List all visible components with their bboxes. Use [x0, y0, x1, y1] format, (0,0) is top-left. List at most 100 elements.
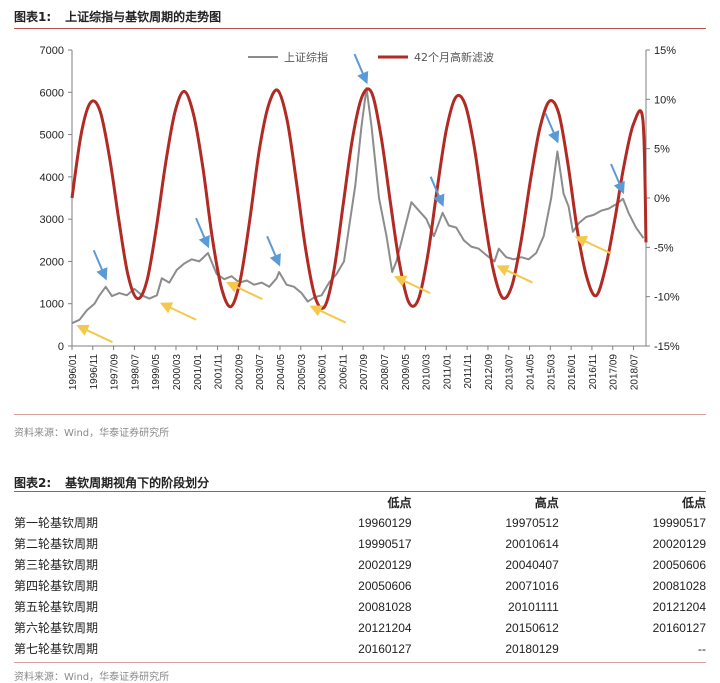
high-date: 20101111 — [508, 599, 559, 614]
start-low-date: 20020129 — [358, 557, 412, 572]
x-tick-label: 2001/11 — [214, 354, 225, 390]
x-tick-label: 2011/11 — [463, 354, 474, 389]
cycle-name: 第七轮基钦周期 — [14, 642, 99, 656]
end-low-date: 20020129 — [652, 536, 706, 551]
y-left-tick-label: 4000 — [40, 172, 64, 184]
start-low-date: 19960129 — [358, 515, 412, 530]
y-right-tick-label: 5% — [654, 144, 670, 156]
cycle-name: 第五轮基钦周期 — [14, 600, 99, 614]
y-left-tick-label: 3000 — [40, 214, 64, 226]
start-low-date: 20081028 — [358, 599, 412, 614]
high-point-arrow — [266, 235, 281, 267]
end-low-date: 20160127 — [652, 620, 706, 635]
end-low-date: 20081028 — [652, 578, 706, 593]
start-low-date: 20160127 — [358, 641, 412, 656]
y-left-tick-label: 6000 — [40, 87, 64, 99]
x-tick-label: 2001/01 — [193, 354, 204, 391]
chart-axes: 0 1000 2000 3000 4000 5000 6000 7000 15% 10% 5% 0% -… — [40, 45, 680, 390]
table-row: 第一轮基钦周期 19960129 19970512 19990517 — [14, 512, 706, 533]
header-high: 高点 — [534, 495, 559, 510]
y-left-tick-label: 7000 — [40, 45, 64, 57]
high-date: 20010614 — [505, 536, 559, 551]
x-tick-label: 1996/11 — [89, 354, 100, 390]
y-left-tick-label: 2000 — [40, 256, 64, 268]
cycle-name: 第六轮基钦周期 — [14, 621, 99, 635]
cycle-name: 第一轮基钦周期 — [14, 516, 99, 530]
high-date: 20071016 — [505, 578, 559, 593]
table-row: 第六轮基钦周期 20121204 20150612 20160127 — [14, 617, 706, 638]
high-point-arrow — [544, 112, 560, 144]
y-right-tick-label: 0% — [654, 193, 670, 205]
low-point-arrow — [574, 236, 612, 255]
start-low-date: 20050606 — [358, 578, 412, 593]
y-left-tick-label: 5000 — [40, 130, 64, 142]
table-row: 第三轮基钦周期 20020129 20040407 20050606 — [14, 554, 706, 575]
figure1-number: 图表1: — [14, 10, 52, 24]
high-date: 20180129 — [505, 641, 559, 656]
x-tick-label: 2011/01 — [442, 354, 453, 390]
x-tick-label: 1998/07 — [130, 354, 141, 391]
x-tick-label: 2018/07 — [630, 354, 641, 391]
index-series-line — [71, 87, 645, 325]
figure2-title: 图表2: 基钦周期视角下的阶段划分 — [14, 474, 706, 494]
x-tick-label: 2016/11 — [588, 354, 599, 390]
cycle-name: 第三轮基钦周期 — [14, 558, 99, 572]
figure1-title: 图表1: 上证综指与基钦周期的走势图 — [14, 8, 706, 28]
table-row: 第四轮基钦周期 20050606 20071016 20081028 — [14, 575, 706, 596]
header-low-end: 低点 — [681, 495, 706, 510]
figure1-bottom-rule — [14, 414, 706, 415]
high-date: 20150612 — [505, 620, 559, 635]
figure2-bottom-rule — [14, 662, 706, 663]
arrow-layer — [76, 53, 625, 344]
x-tick-label: 2015/03 — [546, 354, 557, 391]
low-point-arrow — [496, 265, 533, 284]
y-right-tick-label: -15% — [654, 341, 680, 353]
y-right-tick-label: -10% — [654, 292, 680, 304]
figure2-title-text: 基钦周期视角下的阶段划分 — [65, 476, 210, 490]
x-tick-label: 1996/01 — [68, 354, 79, 391]
x-tick-label: 2008/07 — [380, 354, 391, 391]
header-blank — [14, 492, 264, 512]
table-row: 第七轮基钦周期 20160127 20180129 -- — [14, 638, 706, 659]
end-low-date: 20121204 — [652, 599, 706, 614]
x-tick-label: 2012/09 — [484, 354, 495, 391]
high-point-arrow — [353, 53, 369, 85]
x-tick-label: 2000/03 — [172, 354, 183, 391]
x-tick-label: 2002/09 — [234, 354, 245, 391]
x-tick-label: 2006/11 — [338, 354, 349, 390]
x-tick-label: 2014/05 — [526, 354, 537, 391]
figure2-top-rule — [14, 491, 706, 492]
filter-series-line — [70, 87, 648, 310]
low-point-arrow — [159, 302, 197, 321]
low-point-arrow — [226, 281, 263, 300]
x-tick-label: 2006/01 — [318, 354, 329, 391]
x-tick-label: 2003/07 — [255, 354, 266, 391]
y-right-tick-label: 15% — [654, 45, 676, 57]
figure1-top-rule — [14, 28, 706, 29]
x-tick-label: 2016/01 — [567, 354, 578, 391]
figure2-number: 图表2: — [14, 476, 52, 490]
high-point-arrow — [610, 163, 625, 195]
table-header-row: 低点 高点 低点 — [14, 492, 706, 512]
y-right-tick-label: -5% — [654, 242, 674, 254]
y-right-tick-label: 10% — [654, 94, 676, 106]
table-row: 第五轮基钦周期 20081028 20101111 20121204 — [14, 596, 706, 617]
low-point-arrow — [394, 275, 431, 295]
low-point-arrow — [309, 305, 347, 324]
low-point-arrow — [76, 324, 113, 344]
chart-legend: 上证综指 42个月高新滤波 — [248, 50, 494, 64]
x-tick-label: 2004/05 — [276, 354, 287, 391]
x-tick-label: 2005/03 — [297, 354, 308, 391]
cycle-phase-table: 低点 高点 低点 第一轮基钦周期 19960129 19970512 19990517… — [14, 492, 706, 659]
x-tick-label: 2013/07 — [505, 354, 516, 391]
high-point-arrow — [429, 176, 445, 207]
start-low-date: 19990517 — [358, 536, 412, 551]
index-cycle-chart: 0 1000 2000 3000 4000 5000 6000 7000 15% 10% 5% 0% -… — [40, 45, 680, 390]
high-point-arrow — [92, 249, 108, 281]
figure2-source: 资料来源：Wind，华泰证券研究所 — [14, 672, 170, 683]
y-left-tick-label: 0 — [58, 341, 64, 353]
x-tick-label: 2009/05 — [401, 354, 412, 391]
series-layer — [70, 87, 648, 325]
end-low-date: -- — [698, 641, 706, 656]
start-low-date: 20121204 — [358, 620, 412, 635]
